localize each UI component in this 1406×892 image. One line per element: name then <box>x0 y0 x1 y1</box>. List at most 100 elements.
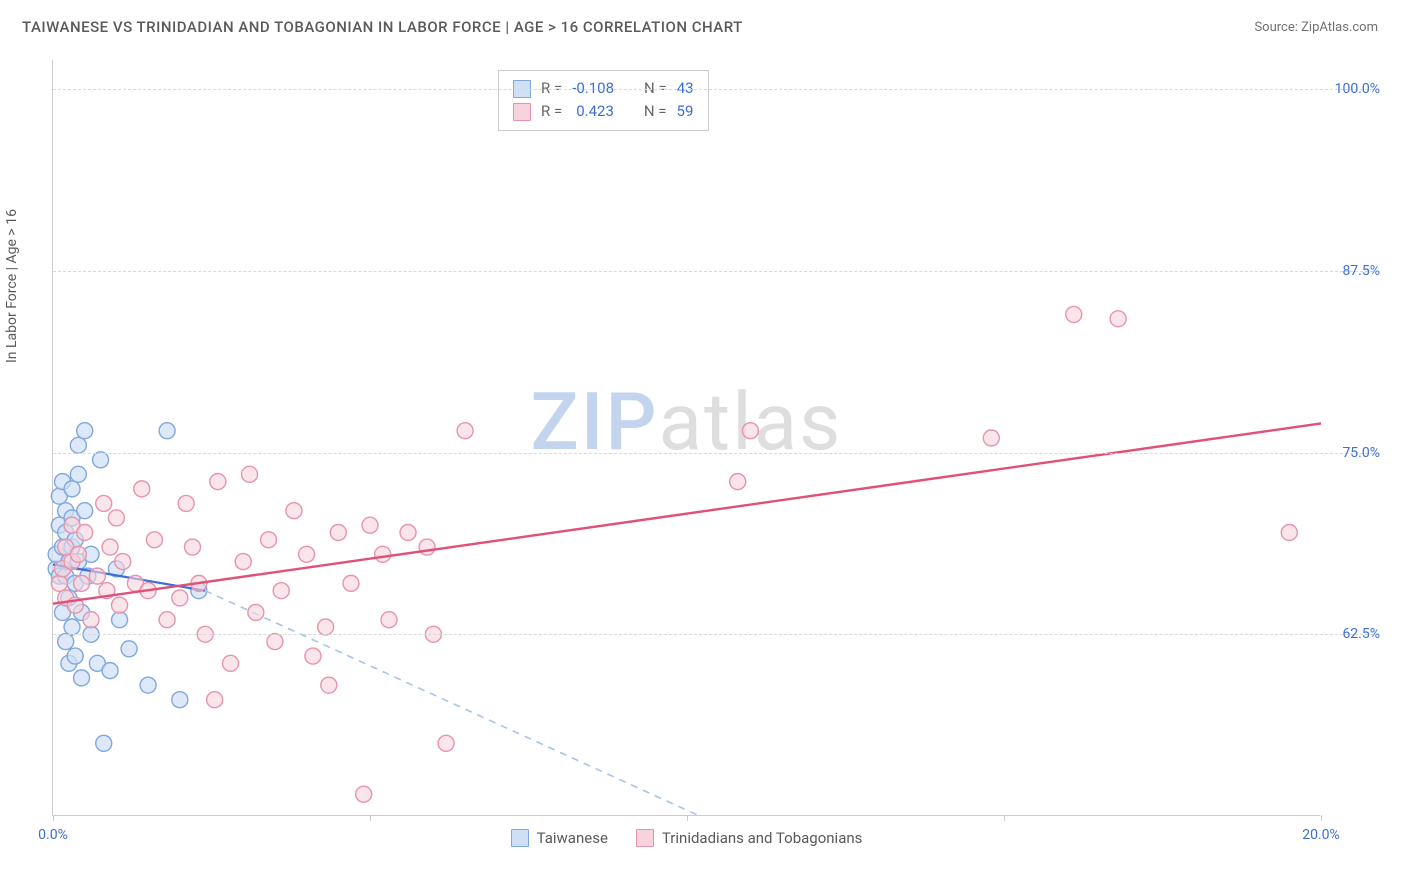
legend-row-series-1: R = 0.423 N = 59 <box>513 100 694 123</box>
scatter-point <box>102 539 118 555</box>
scatter-point <box>356 786 372 802</box>
scatter-point <box>115 554 131 570</box>
scatter-point <box>67 648 83 664</box>
x-tick-label: 20.0% <box>1302 827 1340 843</box>
series-legend: Taiwanese Trinidadians and Tobagonians <box>53 829 1320 847</box>
scatter-point <box>438 735 454 751</box>
scatter-point <box>267 634 283 650</box>
scatter-point <box>159 612 175 628</box>
legend-label-1: Trinidadians and Tobagonians <box>662 829 862 847</box>
legend-item-1: Trinidadians and Tobagonians <box>636 829 862 847</box>
scatter-point <box>108 510 124 526</box>
r-label: R = <box>541 100 562 123</box>
y-axis-label: In Labor Force | Age > 16 <box>4 209 20 363</box>
scatter-point <box>457 423 473 439</box>
y-tick-label: 75.0% <box>1342 445 1380 461</box>
scatter-point <box>159 423 175 439</box>
scatter-point <box>742 423 758 439</box>
gridline <box>53 89 1373 90</box>
gridline <box>53 271 1373 272</box>
scatter-point <box>343 575 359 591</box>
scatter-point <box>74 670 90 686</box>
scatter-point <box>112 612 128 628</box>
legend-swatch-1 <box>513 103 531 121</box>
scatter-point <box>70 466 86 482</box>
x-tick <box>687 815 688 821</box>
header-row: TAIWANESE VS TRINIDADIAN AND TOBAGONIAN … <box>0 0 1406 46</box>
scatter-point <box>362 517 378 533</box>
legend-label-0: Taiwanese <box>537 829 608 847</box>
correlation-legend-box: R = -0.108 N = 43 R = 0.423 N = 59 <box>498 70 709 131</box>
scatter-point <box>83 612 99 628</box>
scatter-point <box>96 495 112 511</box>
scatter-point <box>242 466 258 482</box>
scatter-point <box>134 481 150 497</box>
scatter-point <box>146 532 162 548</box>
scatter-point <box>172 590 188 606</box>
scatter-point <box>74 575 90 591</box>
scatter-point <box>419 539 435 555</box>
gridline <box>53 453 1373 454</box>
trend-line-extrapolated <box>205 591 700 816</box>
scatter-point <box>330 525 346 541</box>
chart-title: TAIWANESE VS TRINIDADIAN AND TOBAGONIAN … <box>22 18 743 36</box>
scatter-point <box>321 677 337 693</box>
y-tick-label: 62.5% <box>1342 626 1380 642</box>
scatter-plot-svg <box>53 60 1320 815</box>
source-label: Source: <box>1254 20 1297 35</box>
scatter-point <box>261 532 277 548</box>
scatter-point <box>235 554 251 570</box>
scatter-point <box>1110 311 1126 327</box>
trend-line <box>53 423 1321 603</box>
source-attribution: Source: ZipAtlas.com <box>1254 20 1378 35</box>
scatter-point <box>210 474 226 490</box>
scatter-point <box>1066 306 1082 322</box>
x-tick <box>1321 815 1322 821</box>
scatter-point <box>286 503 302 519</box>
scatter-point <box>77 503 93 519</box>
scatter-point <box>64 481 80 497</box>
scatter-point <box>89 568 105 584</box>
source-name: ZipAtlas.com <box>1301 20 1378 35</box>
scatter-point <box>96 735 112 751</box>
scatter-point <box>178 495 194 511</box>
scatter-point <box>112 597 128 613</box>
legend-swatch-bottom-1 <box>636 829 654 847</box>
scatter-point <box>58 634 74 650</box>
scatter-point <box>64 619 80 635</box>
scatter-point <box>93 452 109 468</box>
scatter-point <box>51 575 67 591</box>
scatter-point <box>207 692 223 708</box>
scatter-point <box>381 612 397 628</box>
x-tick <box>370 815 371 821</box>
chart-container: In Labor Force | Age > 16 ZIPatlas R = -… <box>22 52 1384 877</box>
scatter-point <box>140 677 156 693</box>
scatter-point <box>318 619 334 635</box>
scatter-point <box>299 546 315 562</box>
x-tick <box>1004 815 1005 821</box>
scatter-point <box>400 525 416 541</box>
x-tick <box>53 815 54 821</box>
scatter-point <box>184 539 200 555</box>
scatter-point <box>70 437 86 453</box>
scatter-point <box>983 430 999 446</box>
scatter-point <box>121 641 137 657</box>
scatter-point <box>77 525 93 541</box>
y-tick-label: 87.5% <box>1342 263 1380 279</box>
n-label: N = <box>644 100 667 123</box>
scatter-point <box>730 474 746 490</box>
scatter-point <box>1281 525 1297 541</box>
legend-swatch-bottom-0 <box>511 829 529 847</box>
scatter-point <box>172 692 188 708</box>
scatter-point <box>305 648 321 664</box>
scatter-point <box>375 546 391 562</box>
r-value-1: 0.423 <box>576 100 614 123</box>
gridline <box>53 634 1373 635</box>
y-tick-label: 100.0% <box>1335 81 1380 97</box>
scatter-point <box>248 604 264 620</box>
n-value-1: 59 <box>677 100 694 123</box>
scatter-point <box>77 423 93 439</box>
plot-area: ZIPatlas R = -0.108 N = 43 R = 0.423 N =… <box>52 60 1320 816</box>
scatter-point <box>102 663 118 679</box>
scatter-point <box>70 546 86 562</box>
